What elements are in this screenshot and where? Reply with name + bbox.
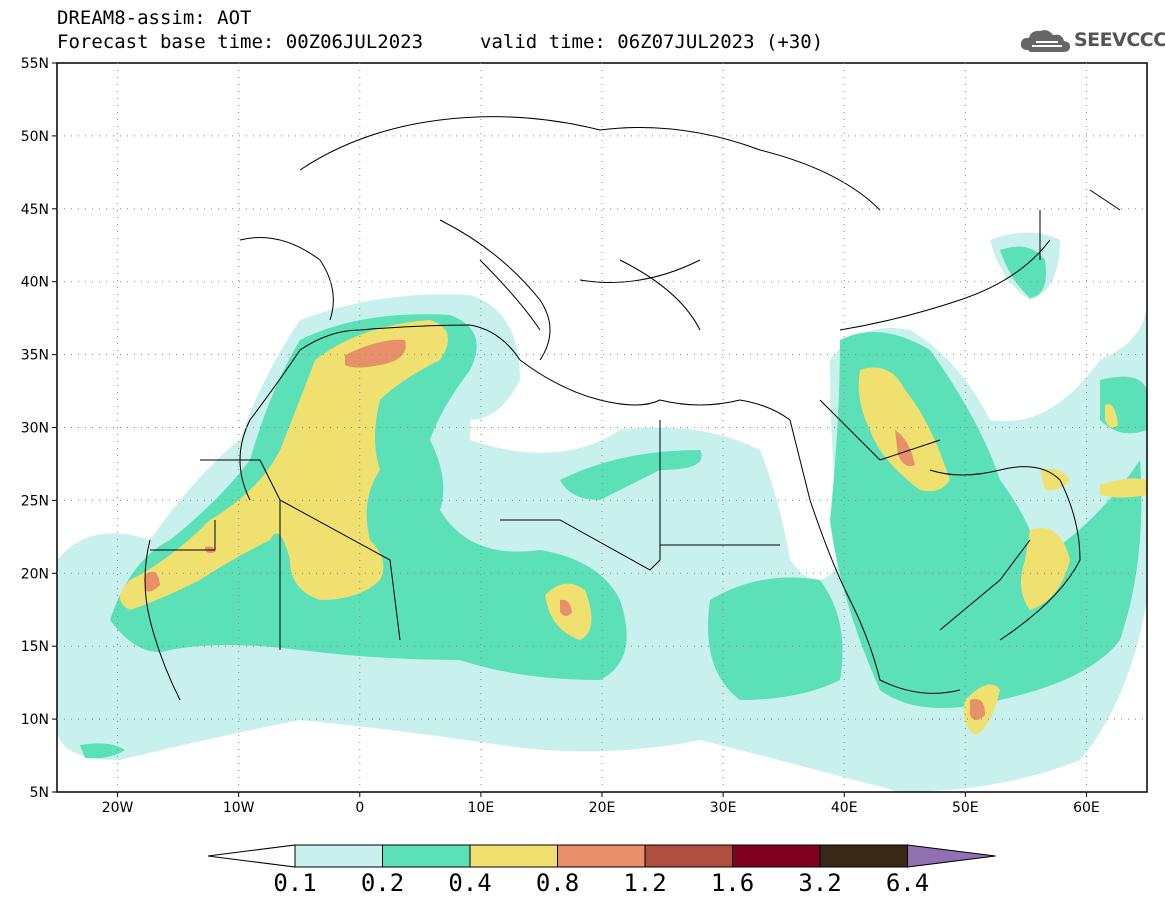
coastlines	[144, 116, 1121, 701]
cloud-icon	[1020, 30, 1071, 52]
colorbar: 0.1 0.2 0.4 0.8 1.2 1.6 3.2 6.4	[207, 844, 996, 897]
colorbar-segment	[732, 844, 821, 868]
colorbar-level-label: 1.2	[623, 869, 666, 897]
colorbar-segment	[557, 844, 646, 868]
colorbar-segment	[294, 844, 383, 868]
longitude-labels: 20W 10W 0 10E 20E 30E 40E 50E 60E	[102, 792, 1100, 816]
logo-label: SEEVCCC	[1074, 29, 1165, 51]
lat-tick-label: 40N	[21, 275, 49, 291]
lat-tick-label: 25N	[21, 493, 49, 509]
graticule	[57, 63, 1147, 792]
map-title: DREAM8-assim: AOT	[57, 7, 252, 29]
lon-tick-label: 60E	[1073, 800, 1100, 816]
colorbar-segment	[819, 844, 908, 868]
colorbar-segment	[469, 844, 558, 868]
aot-level-0.8	[145, 339, 985, 720]
valid-time: valid time: 06Z07JUL2023 (+30)	[480, 31, 824, 53]
colorbar-level-label: 0.1	[273, 869, 316, 897]
aot-level-0.4	[120, 320, 1147, 735]
latitude-labels: 55N 50N 45N 40N 35N 30N 25N 20N 15N 10N 5N	[21, 56, 57, 801]
colorbar-segment	[382, 844, 471, 868]
lat-tick-label: 5N	[30, 785, 49, 801]
lat-tick-label: 55N	[21, 56, 49, 72]
lon-tick-label: 20W	[102, 800, 134, 816]
lon-tick-label: 20E	[589, 800, 616, 816]
colorbar-level-label: 0.4	[448, 869, 491, 897]
colorbar-level-label: 1.6	[711, 869, 754, 897]
lat-tick-label: 50N	[21, 129, 49, 145]
lat-tick-label: 15N	[21, 639, 49, 655]
colorbar-level-label: 6.4	[886, 869, 929, 897]
seevccc-logo: SEEVCCC	[1018, 24, 1165, 56]
lon-tick-label: 0	[355, 800, 364, 816]
lat-tick-label: 30N	[21, 421, 49, 437]
aot-field	[57, 232, 1147, 792]
colorbar-segment	[644, 844, 733, 868]
lat-tick-label: 20N	[21, 566, 49, 582]
lon-tick-label: 10E	[468, 800, 495, 816]
colorbar-level-label: 0.8	[536, 869, 579, 897]
lon-tick-label: 40E	[831, 800, 858, 816]
colorbar-over-arrow	[907, 844, 996, 868]
lon-tick-label: 30E	[710, 800, 737, 816]
forecast-base-time: Forecast base time: 00Z06JUL2023	[57, 31, 424, 53]
lon-tick-label: 10W	[223, 800, 255, 816]
lat-tick-label: 35N	[21, 348, 49, 364]
lat-tick-label: 45N	[21, 202, 49, 218]
colorbar-level-label: 3.2	[798, 869, 841, 897]
colorbar-level-label: 0.2	[361, 869, 404, 897]
lon-tick-label: 50E	[952, 800, 979, 816]
lat-tick-label: 10N	[21, 712, 49, 728]
colorbar-under-arrow	[207, 844, 296, 868]
